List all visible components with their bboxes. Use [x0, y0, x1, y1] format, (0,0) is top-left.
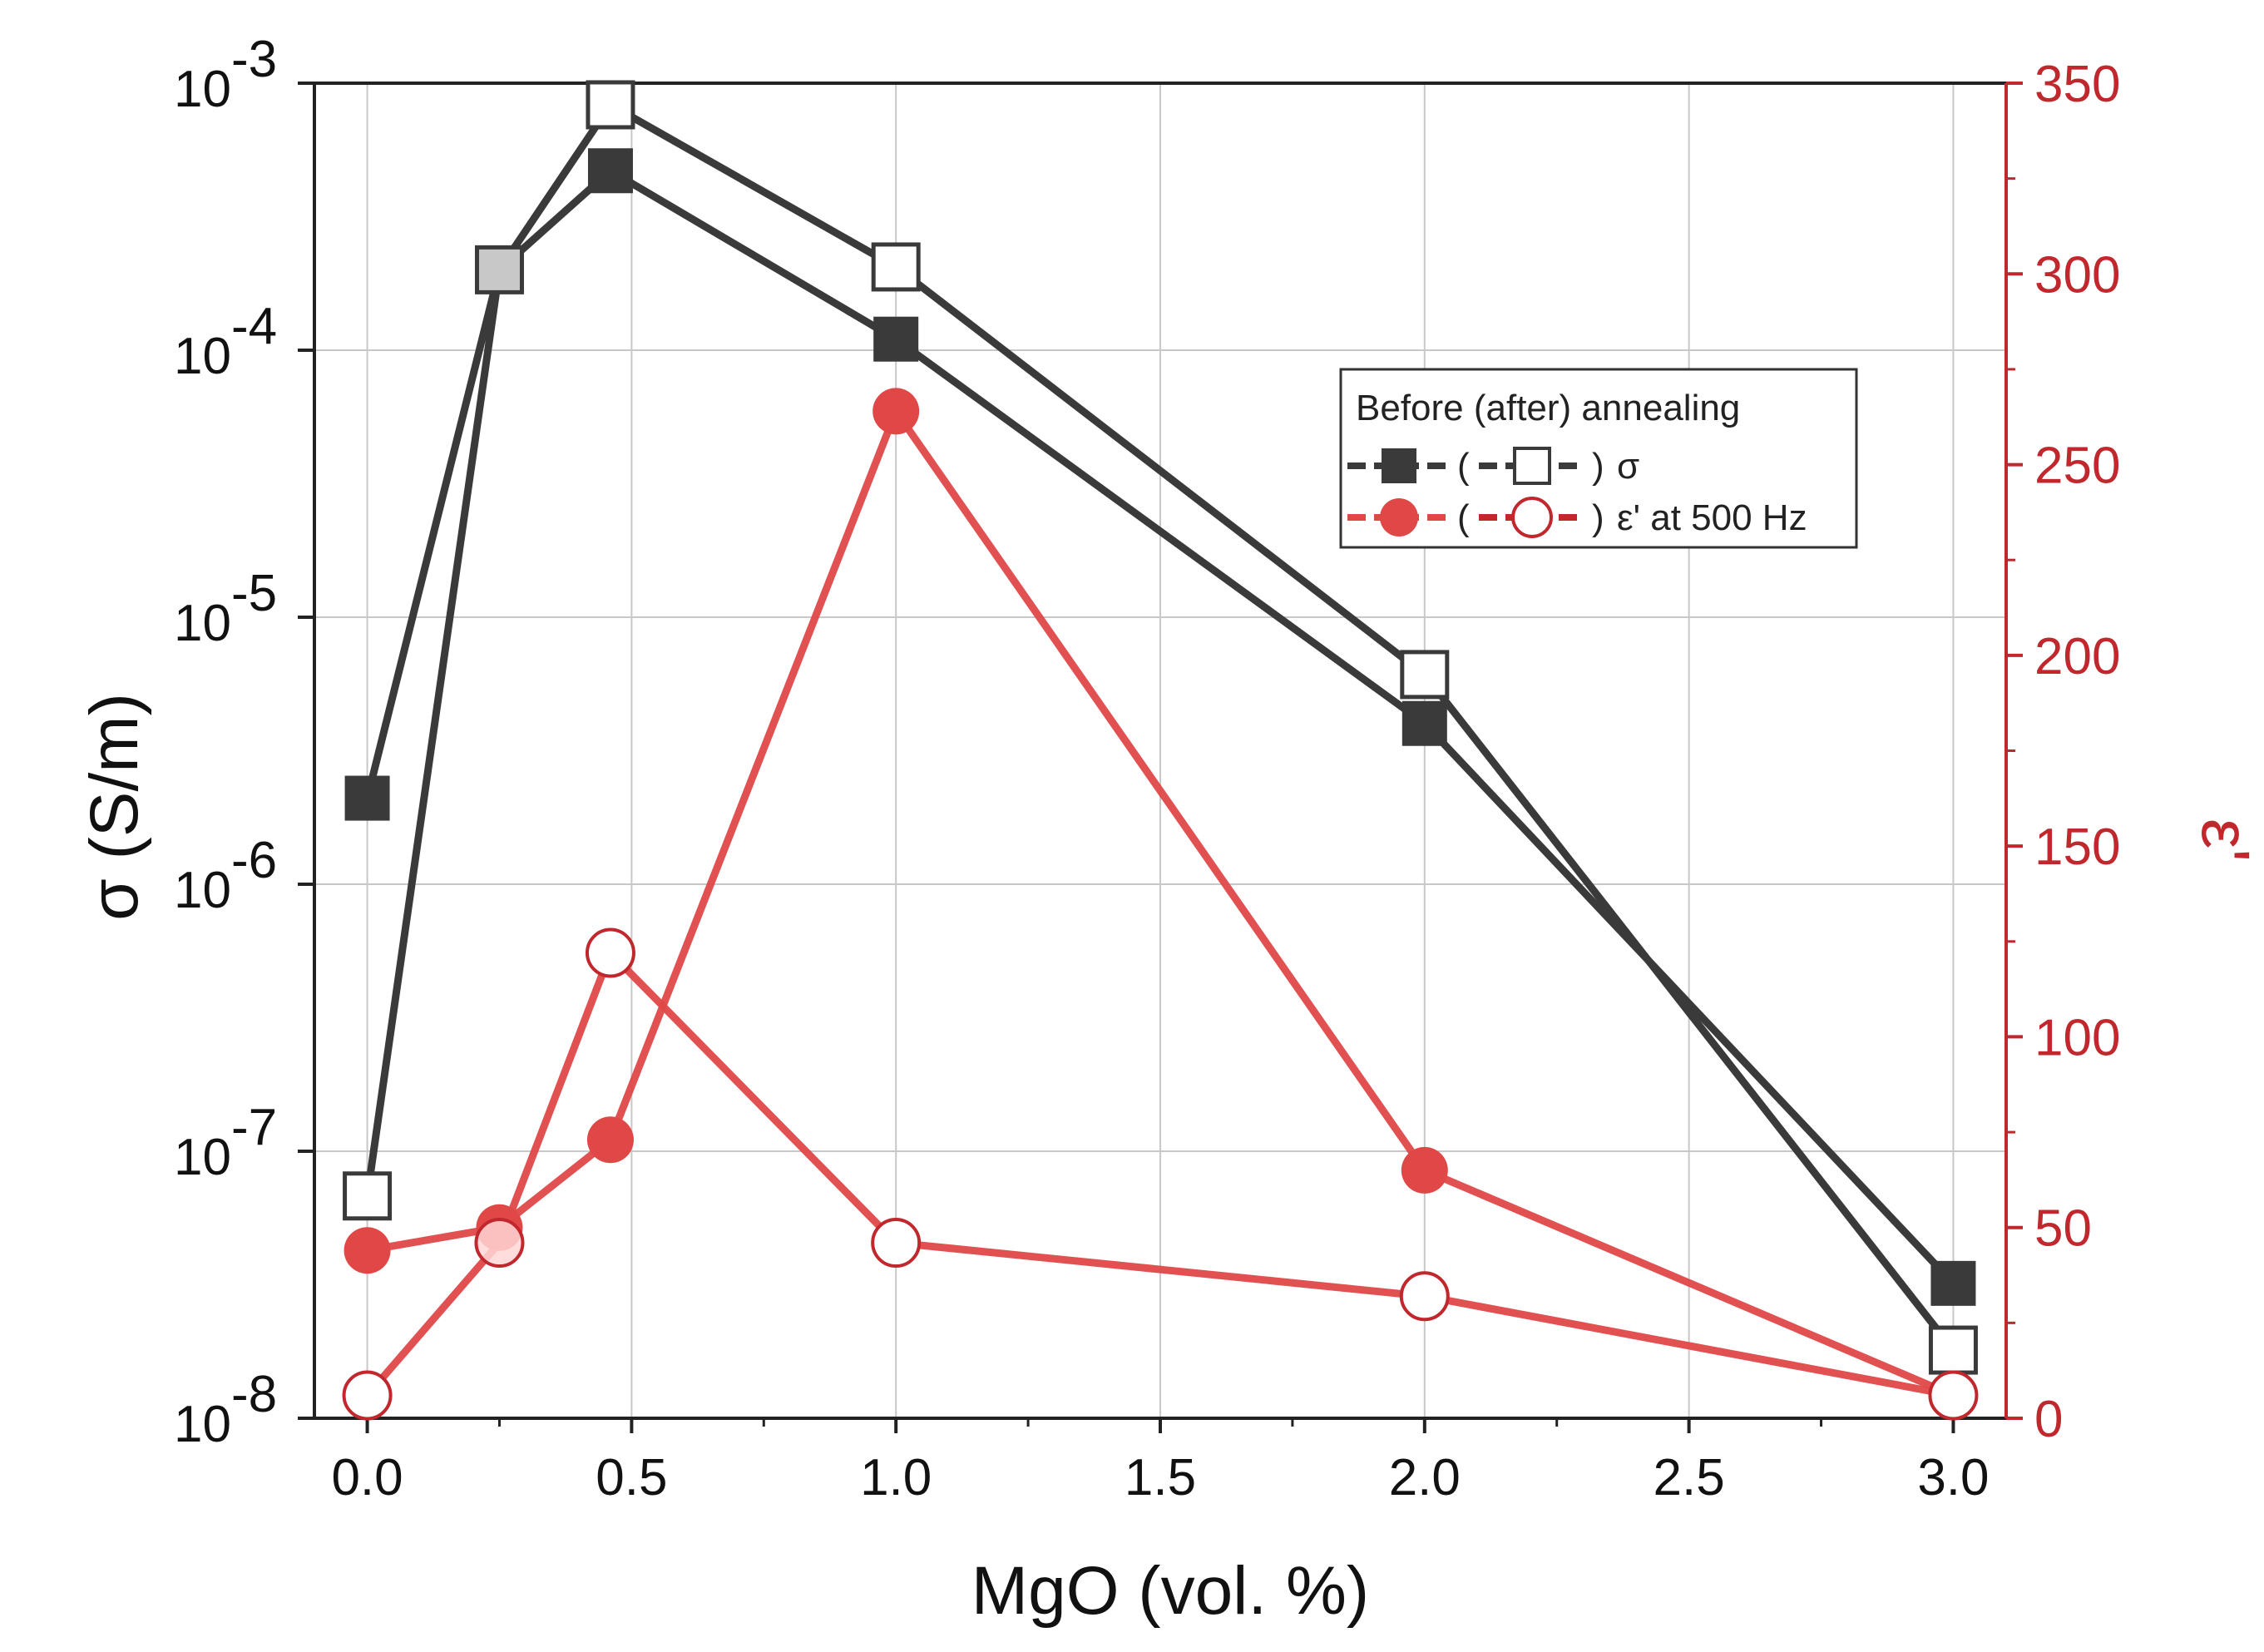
series-0-point-5: [1930, 1260, 1976, 1306]
legend-marker-filled-circle: [1380, 498, 1418, 537]
y-left-tick-exponent-3: -5: [231, 565, 277, 622]
series-1-point-2: [586, 80, 635, 130]
series-3-point-4: [1399, 1271, 1450, 1322]
series-3-point-1: [474, 1218, 525, 1269]
series-layer: [342, 80, 1979, 1421]
legend-row-sigma: ( ) σ: [1347, 446, 1639, 487]
series-2-point-4: [1401, 1146, 1448, 1194]
legend-marker-open-square: [1513, 447, 1551, 485]
x-tick-label-4: 2.0: [1389, 1449, 1461, 1506]
legend-title: Before (after) annealing: [1356, 388, 1740, 428]
y-left-axis-title: σ (S/m): [77, 693, 152, 921]
series-3-point-2: [585, 927, 635, 978]
series-2-point-3: [872, 388, 920, 435]
x-tick-label-3: 1.5: [1125, 1449, 1196, 1506]
legend-marker-open-circle: [1511, 497, 1553, 538]
y-left-tick-label-4: 10: [174, 328, 231, 385]
x-tick-label-1: 0.5: [596, 1449, 667, 1506]
series-0-point-0: [344, 775, 390, 821]
series-0-point-2: [587, 148, 633, 194]
x-tick-label-0: 0.0: [331, 1449, 403, 1506]
legend-label-epsilon: ε' at 500 Hz: [1617, 497, 1807, 538]
series-0-point-3: [873, 316, 919, 362]
y-right-tick-label-6: 300: [2034, 246, 2120, 304]
y-right-tick-label-3: 150: [2034, 819, 2120, 876]
legend-close-paren-sigma: ): [1592, 446, 1604, 487]
axes-layer: 0.0 0.5 1.0 1.5 2.0 2.5 3.010-810-710-610-510-…: [174, 31, 2120, 1506]
y-left-tick-exponent-5: -3: [231, 31, 277, 88]
series-1-point-4: [1400, 650, 1450, 700]
y-left-tick-label-2: 10: [174, 862, 231, 919]
series-3-point-5: [1928, 1370, 1979, 1421]
series-3-point-3: [871, 1218, 922, 1269]
y-right-axis-title: ε': [2187, 819, 2263, 862]
series-line-3: [364, 949, 1955, 1399]
y-left-tick-exponent-0: -8: [231, 1366, 277, 1423]
x-tick-label-2: 1.0: [860, 1449, 932, 1506]
y-left-tick-label-1: 10: [174, 1129, 231, 1186]
y-left-tick-exponent-1: -7: [231, 1099, 277, 1156]
legend-close-paren-epsilon: ): [1592, 497, 1604, 538]
y-right-tick-label-7: 350: [2034, 56, 2120, 113]
series-line-1: [363, 101, 1956, 1353]
y-left-tick-exponent-4: -4: [231, 298, 277, 355]
legend-box: [1339, 368, 1858, 549]
series-0-point-4: [1401, 700, 1447, 746]
x-axis-title: MgO (vol. %): [971, 1553, 1369, 1629]
y-right-tick-label-5: 250: [2034, 438, 2120, 495]
legend-open-paren-sigma: (: [1457, 446, 1470, 487]
series-2-point-0: [344, 1227, 391, 1274]
series-1-point-0: [343, 1171, 393, 1221]
x-tick-label-5: 2.5: [1654, 1449, 1725, 1506]
y-right-tick-label-2: 100: [2034, 1009, 2120, 1066]
x-tick-label-6: 3.0: [1917, 1449, 1989, 1506]
legend-label-sigma: σ: [1617, 446, 1639, 487]
series-1-point-3: [871, 242, 921, 292]
y-left-tick-label-5: 10: [174, 61, 231, 118]
y-left-tick-label-0: 10: [174, 1396, 231, 1453]
series-3-point-0: [342, 1370, 393, 1421]
series-1-point-1: [474, 245, 524, 294]
series-line-0: [363, 166, 1956, 1286]
y-left-tick-label-3: 10: [174, 595, 231, 652]
series-1-point-5: [1928, 1325, 1978, 1375]
legend-marker-filled-square: [1382, 448, 1416, 483]
y-left-tick-exponent-2: -6: [231, 832, 277, 889]
y-right-tick-label-0: 0: [2034, 1391, 2063, 1448]
grid-layer: [314, 82, 2006, 1419]
y-right-tick-label-1: 50: [2034, 1200, 2092, 1258]
legend-row-epsilon: ( ) ε' at 500 Hz: [1347, 497, 1807, 538]
y-right-tick-label-4: 200: [2034, 628, 2120, 685]
series-2-point-2: [586, 1116, 634, 1164]
legend-open-paren-epsilon: (: [1457, 497, 1470, 538]
legend: Before (after) annealing ( ) σ ( ) ε' at…: [1339, 368, 1858, 549]
